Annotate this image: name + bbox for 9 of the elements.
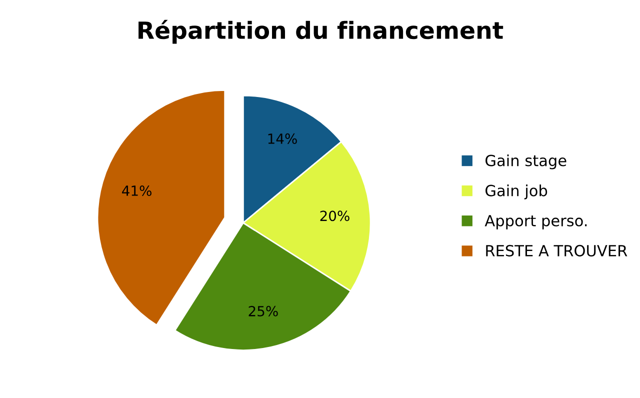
data-label: 41% <box>122 185 152 196</box>
data-label: 14% <box>268 133 297 144</box>
legend-label: Gain stage <box>486 154 566 170</box>
legend-label: Apport perso. <box>484 215 587 230</box>
data-label: 25% <box>248 306 278 316</box>
data-label: 20% <box>320 210 350 222</box>
legend-label: RESTE A TROUVER <box>486 244 628 256</box>
chart-title: Répartition du financement <box>138 20 504 44</box>
legend-label: Gain job <box>486 184 548 200</box>
